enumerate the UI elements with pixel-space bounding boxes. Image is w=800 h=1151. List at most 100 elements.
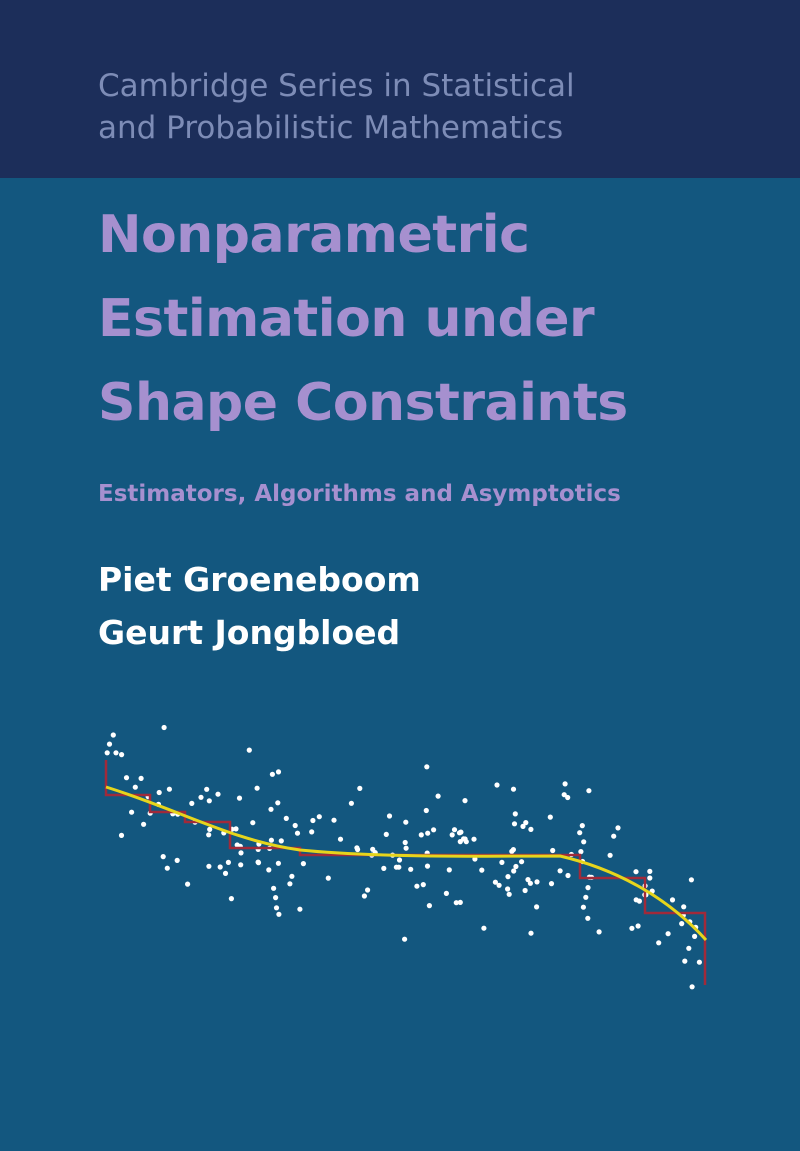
dot	[457, 899, 463, 906]
dot	[118, 832, 125, 839]
dot	[207, 826, 213, 833]
title-line: Estimation under	[98, 289, 595, 349]
dot	[110, 732, 116, 738]
dot	[113, 750, 119, 756]
dot	[534, 879, 540, 885]
dot	[185, 881, 191, 887]
dot	[403, 819, 409, 825]
dot	[325, 875, 331, 881]
dot	[686, 945, 692, 951]
dot	[297, 906, 303, 912]
dot	[396, 857, 403, 863]
dot	[403, 845, 409, 851]
dot	[217, 864, 223, 870]
dot	[519, 859, 525, 865]
dot	[689, 984, 695, 990]
dot	[381, 865, 387, 872]
dot	[461, 836, 467, 842]
dot	[696, 959, 703, 965]
dot	[633, 869, 639, 875]
dot	[679, 921, 685, 927]
series-line: and Probabilistic Mathematics	[98, 110, 564, 146]
dot	[236, 795, 243, 801]
dot	[669, 897, 676, 903]
dot	[174, 857, 180, 864]
title-line: Shape Constraints	[98, 373, 628, 433]
dot	[357, 785, 363, 792]
dot	[273, 895, 279, 901]
series-line: Cambridge Series in Statistical	[98, 68, 575, 104]
dot	[506, 891, 512, 897]
dot	[525, 877, 531, 883]
dot	[585, 915, 591, 921]
dot	[511, 821, 518, 827]
dot	[607, 852, 613, 858]
dot	[629, 925, 635, 931]
dot	[222, 870, 229, 877]
dot	[577, 830, 583, 836]
dot	[479, 867, 485, 873]
dot	[119, 752, 125, 758]
dot	[254, 785, 260, 791]
dot	[443, 890, 449, 897]
dot	[266, 867, 272, 873]
dot	[402, 936, 408, 942]
scatter-dots	[104, 724, 703, 990]
dot	[550, 847, 556, 854]
dot	[275, 769, 282, 775]
dot	[681, 904, 687, 910]
dot	[278, 838, 284, 844]
dot	[370, 846, 376, 852]
dot	[309, 829, 315, 835]
dot	[426, 903, 432, 909]
dot	[458, 829, 464, 835]
dot	[300, 861, 306, 867]
dot	[656, 940, 662, 946]
dot	[561, 792, 567, 798]
dot	[527, 880, 534, 886]
dot	[557, 868, 563, 874]
dot	[424, 764, 430, 770]
dot	[453, 900, 459, 906]
title-line: Nonparametric	[98, 205, 530, 265]
dot	[510, 847, 516, 853]
dot	[206, 832, 212, 838]
dot	[273, 905, 280, 911]
dot	[233, 826, 239, 832]
dot	[331, 817, 337, 823]
author: Geurt Jongbloed	[98, 613, 401, 652]
dot	[611, 833, 617, 839]
dot	[238, 850, 244, 856]
dot	[647, 868, 653, 875]
dot	[250, 820, 256, 826]
dot	[451, 827, 458, 833]
dot	[276, 911, 282, 917]
dot	[523, 820, 529, 826]
dot	[141, 821, 147, 827]
dot	[585, 885, 591, 891]
dot	[361, 893, 367, 899]
dot	[522, 887, 528, 894]
dot	[462, 798, 468, 804]
dot	[579, 823, 585, 829]
dot	[547, 814, 553, 820]
dot	[615, 825, 621, 831]
dot	[408, 866, 414, 872]
dot	[204, 786, 210, 792]
dot	[289, 873, 295, 879]
dot	[275, 860, 281, 866]
dot	[481, 925, 487, 931]
dot	[420, 882, 426, 888]
dot	[189, 800, 195, 807]
dot	[348, 800, 354, 806]
series-band	[0, 0, 800, 178]
dot	[354, 845, 360, 851]
dot	[580, 904, 587, 910]
dot	[505, 886, 511, 892]
dot	[633, 897, 639, 903]
dot	[104, 750, 110, 756]
step-estimate	[104, 760, 707, 985]
dot	[418, 832, 424, 838]
